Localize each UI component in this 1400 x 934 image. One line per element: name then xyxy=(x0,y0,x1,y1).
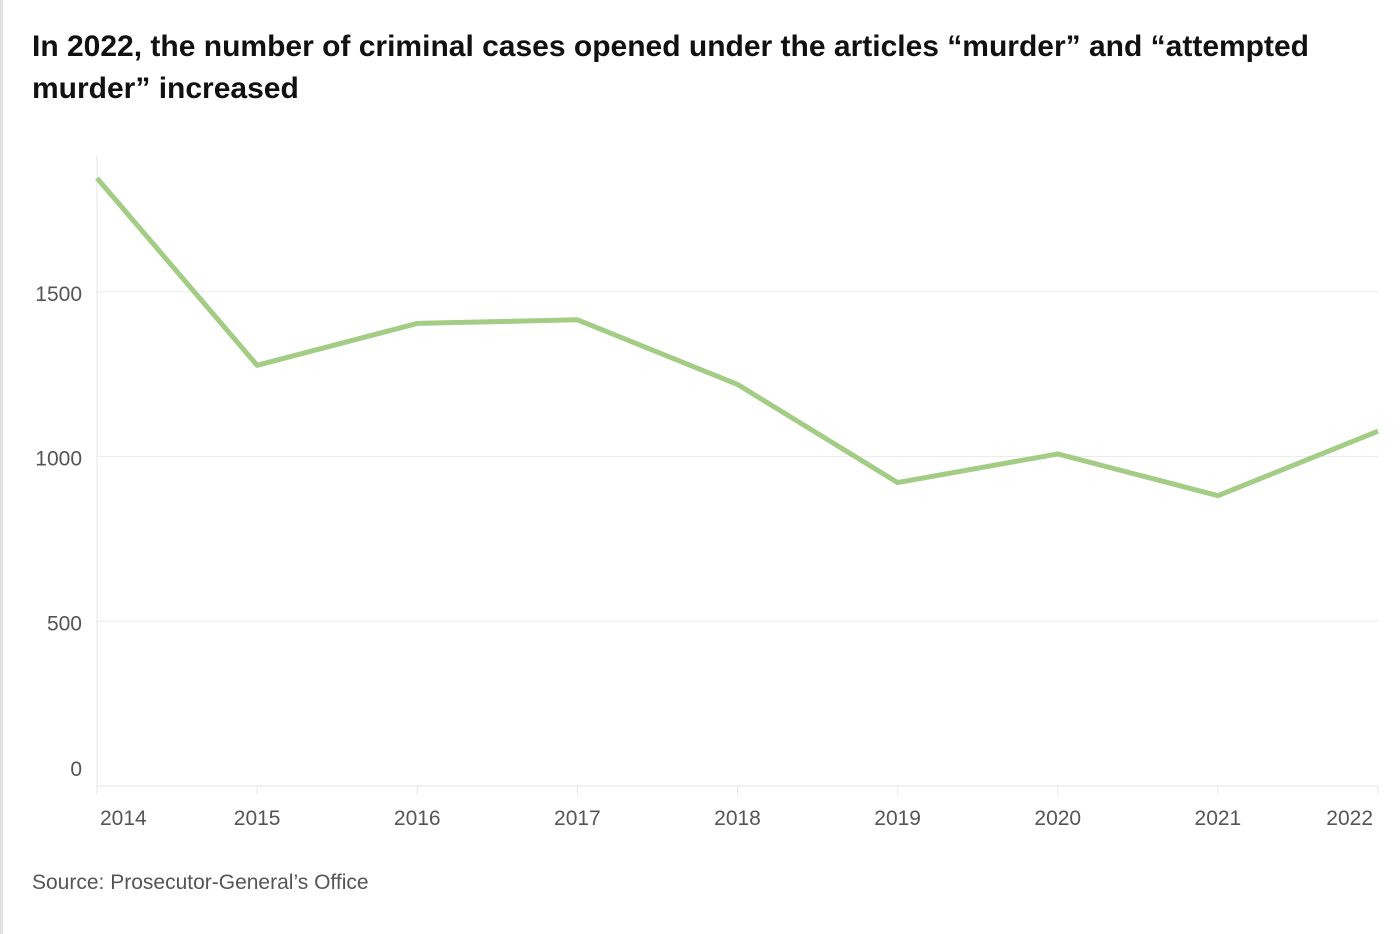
x-tick-label: 2022 xyxy=(1326,807,1373,830)
y-tick-label: 500 xyxy=(47,612,82,635)
left-border xyxy=(0,0,3,934)
x-tick-label: 2019 xyxy=(874,807,921,830)
x-tick-label: 2017 xyxy=(554,807,601,830)
series-layer xyxy=(95,176,1379,499)
label-layer: 0 500 1000 1500 2014 2015 2016 2017 2018 2019 2020… xyxy=(35,283,1373,830)
x-tick-label: 2018 xyxy=(714,807,761,830)
x-tick-label: 2021 xyxy=(1195,807,1242,830)
y-tick-label: 0 xyxy=(70,758,82,781)
series-line xyxy=(95,176,1379,499)
source-note: Source: Prosecutor-General’s Office xyxy=(32,871,369,894)
chart-title: In 2022, the number of criminal cases op… xyxy=(32,30,1310,105)
grid-layer xyxy=(97,291,1378,622)
axis-layer xyxy=(96,156,1379,795)
x-tick-label: 2015 xyxy=(234,807,281,830)
y-tick-label: 1000 xyxy=(35,448,82,471)
y-tick-label: 1500 xyxy=(35,283,82,306)
x-tick-label: 2016 xyxy=(394,807,441,830)
x-tick-label: 2014 xyxy=(100,807,147,830)
x-tick-label: 2020 xyxy=(1034,807,1081,830)
